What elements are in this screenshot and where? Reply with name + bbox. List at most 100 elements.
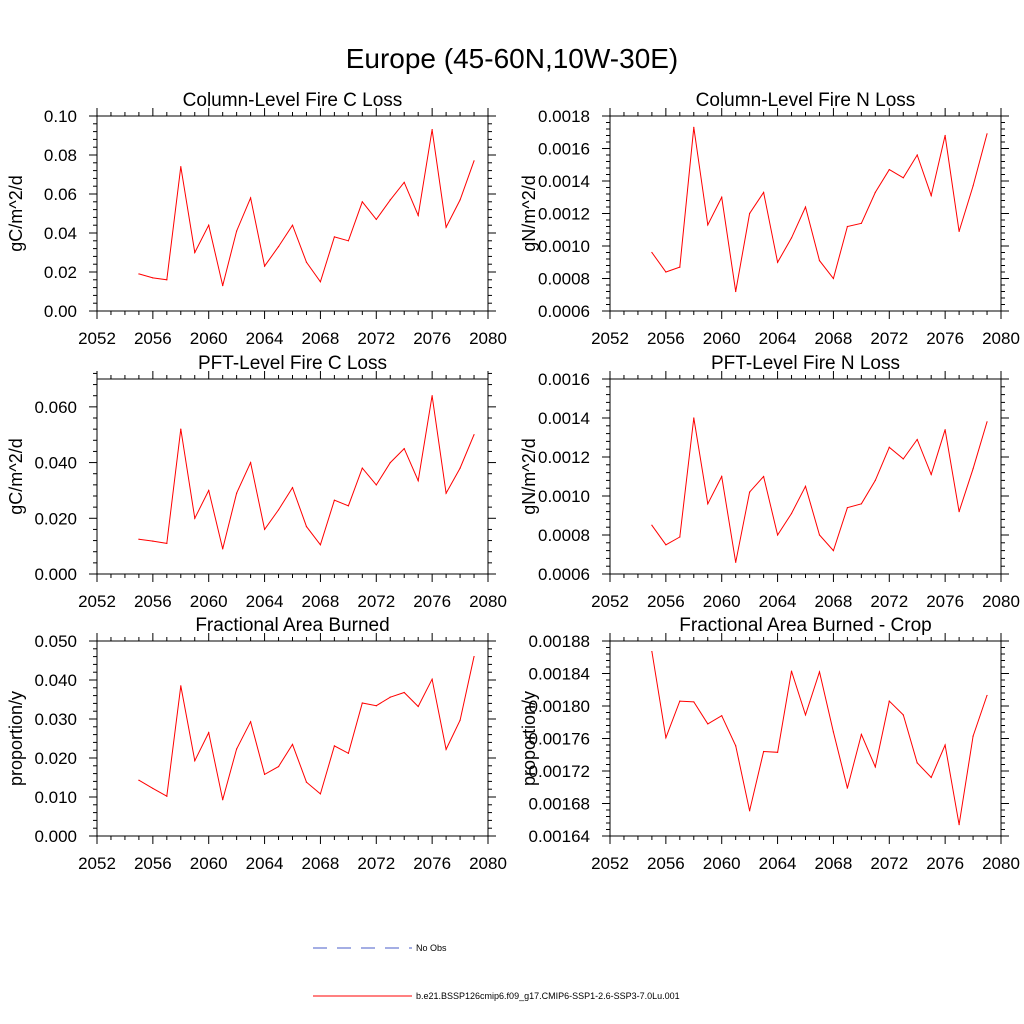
y-tick-label: 0.050 xyxy=(34,632,77,651)
data-point xyxy=(902,714,904,716)
y-tick-label: 0.00168 xyxy=(529,795,590,814)
data-point xyxy=(735,290,737,293)
data-point xyxy=(277,765,280,768)
x-tick-label: 2060 xyxy=(703,329,741,348)
data-point xyxy=(860,222,862,224)
y-axis-label: gC/m^2/d xyxy=(6,175,26,251)
data-point xyxy=(305,261,308,263)
data-point xyxy=(291,224,294,226)
data-point xyxy=(707,224,709,226)
y-tick-label: 0.0014 xyxy=(538,409,590,428)
x-tick-label: 2080 xyxy=(982,329,1020,348)
y-tick-label: 0.04 xyxy=(44,224,77,243)
data-point xyxy=(166,795,168,797)
data-point xyxy=(166,279,168,281)
data-point xyxy=(693,417,695,419)
x-tick-label: 2060 xyxy=(190,854,228,873)
x-tick-label: 2068 xyxy=(815,329,853,348)
data-point xyxy=(749,810,751,812)
data-point xyxy=(250,721,252,723)
data-point xyxy=(916,438,918,441)
x-tick-label: 2064 xyxy=(246,592,284,611)
x-tick-label: 2052 xyxy=(78,592,116,611)
data-point xyxy=(222,799,224,801)
data-point xyxy=(375,484,377,486)
legend-run-label: b.e21.BSSP126cmip6.f09_g17.CMIP6-SSP1-2.… xyxy=(416,991,680,1001)
data-point xyxy=(459,719,461,721)
data-point xyxy=(375,705,377,707)
x-tick-label: 2068 xyxy=(302,854,340,873)
series-line xyxy=(138,395,475,550)
data-point xyxy=(403,448,405,450)
data-point xyxy=(222,548,224,550)
data-point xyxy=(721,196,723,198)
x-tick-label: 2064 xyxy=(759,329,797,348)
panel-title: PFT-Level Fire C Loss xyxy=(198,353,387,374)
y-tick-label: 0.0010 xyxy=(538,237,590,256)
data-point xyxy=(832,550,835,552)
data-point xyxy=(707,503,709,505)
data-point xyxy=(776,751,779,753)
panel-title: Fractional Area Burned xyxy=(195,615,389,636)
data-point xyxy=(916,762,918,764)
data-point xyxy=(333,236,335,238)
data-point xyxy=(986,694,988,697)
x-tick-label: 2060 xyxy=(190,592,228,611)
x-tick-label: 2052 xyxy=(591,854,629,873)
chart-panel-4: PFT-Level Fire N Loss gN/m^2/d 2052 2056 206… xyxy=(519,353,1020,611)
x-tick-label: 2076 xyxy=(413,854,451,873)
data-point xyxy=(431,129,433,131)
y-tick-label: 0.00172 xyxy=(529,762,590,781)
x-tick-label: 2060 xyxy=(703,592,741,611)
y-tick-label: 0.00164 xyxy=(529,827,590,846)
x-tick-label: 2052 xyxy=(78,854,116,873)
data-point xyxy=(679,700,681,702)
x-tick-label: 2064 xyxy=(759,854,797,873)
data-point xyxy=(208,224,210,226)
y-tick-label: 0.0012 xyxy=(538,205,590,224)
data-point xyxy=(250,461,252,464)
x-tick-label: 2060 xyxy=(190,329,228,348)
data-point xyxy=(152,277,154,279)
panel-title: Column-Level Fire N Loss xyxy=(696,90,916,111)
data-point xyxy=(693,701,695,703)
data-point xyxy=(138,779,140,781)
data-point xyxy=(291,487,294,489)
data-point xyxy=(403,181,405,183)
x-tick-label: 2064 xyxy=(246,329,284,348)
data-point xyxy=(445,748,447,751)
series-line xyxy=(651,417,988,563)
data-point xyxy=(860,503,862,505)
x-tick-label: 2056 xyxy=(134,592,172,611)
x-tick-label: 2056 xyxy=(134,854,172,873)
x-tick-label: 2060 xyxy=(703,854,741,873)
y-tick-label: 0.06 xyxy=(44,185,77,204)
y-tick-label: 0.0008 xyxy=(538,270,590,289)
data-point xyxy=(735,745,737,747)
series-line xyxy=(651,127,988,292)
data-point xyxy=(804,485,807,487)
y-tick-label: 0.040 xyxy=(34,454,77,473)
data-point xyxy=(473,434,475,436)
data-point xyxy=(152,787,154,790)
data-point xyxy=(916,154,918,156)
x-tick-label: 2052 xyxy=(591,592,629,611)
data-point xyxy=(804,206,807,208)
panel-title: Column-Level Fire C Loss xyxy=(183,90,403,111)
y-tick-label: 0.10 xyxy=(44,107,77,126)
y-tick-label: 0.0012 xyxy=(538,448,590,467)
data-point xyxy=(431,678,433,680)
data-point xyxy=(361,467,363,469)
data-point xyxy=(972,735,974,737)
data-point xyxy=(679,536,681,538)
data-point xyxy=(874,479,876,481)
chart-panels: Column-Level Fire C Loss gC/m^2/d 2052 2056… xyxy=(6,90,1020,873)
data-point xyxy=(347,505,349,507)
plot-frame xyxy=(96,378,489,575)
data-point xyxy=(194,517,196,519)
chart-panel-6: Fractional Area Burned - Crop proportion/… xyxy=(519,615,1020,873)
data-point xyxy=(832,277,835,280)
data-point xyxy=(651,524,653,526)
x-tick-label: 2068 xyxy=(815,854,853,873)
data-point xyxy=(818,260,821,262)
